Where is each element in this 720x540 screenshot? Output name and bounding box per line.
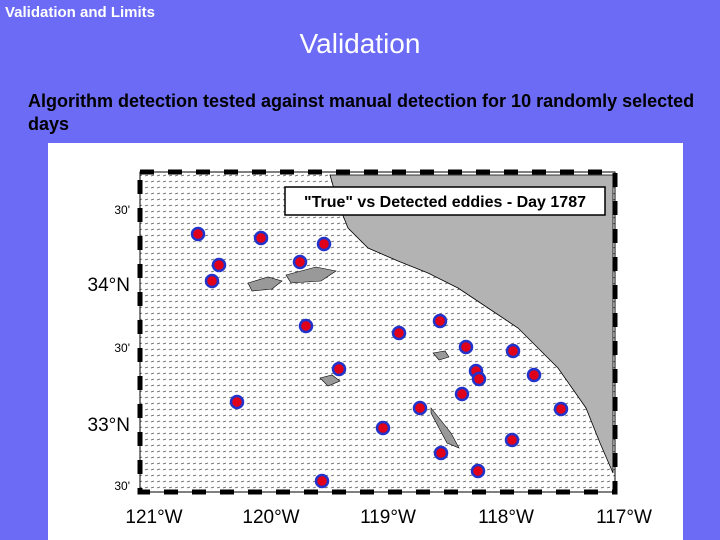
y-tick-label: 30' (114, 479, 130, 493)
eddy-marker (505, 343, 521, 359)
x-tick-label: 117°W (596, 507, 652, 528)
x-tick-label: 118°W (478, 507, 534, 528)
eddy-marker (391, 325, 407, 341)
eddy-marker (298, 318, 314, 334)
eddy-marker (229, 394, 245, 410)
y-tick-label: 33°N (88, 415, 130, 436)
eddy-marker (211, 257, 227, 273)
eddy-marker (253, 230, 269, 246)
eddy-marker (316, 236, 332, 252)
body-text: Algorithm detection tested against manua… (28, 91, 695, 134)
eddy-marker (470, 463, 486, 479)
x-tick-label: 119°W (360, 507, 416, 528)
islands (247, 266, 460, 449)
map-border (139, 171, 616, 493)
eddy-marker (314, 473, 330, 489)
eddy-marker (458, 339, 474, 355)
eddy-marker (433, 445, 449, 461)
header: Validation and Limits (5, 4, 156, 21)
slide-title: Validation (299, 28, 421, 59)
eddy-marker (526, 367, 542, 383)
y-tick-label: 30' (114, 341, 130, 355)
figure: "True" vs Detected eddies - Day 1787 30'… (48, 143, 683, 540)
eddy-marker (454, 386, 470, 402)
map-title: "True" vs Detected eddies - Day 1787 (304, 194, 586, 211)
x-tick-label: 120°W (242, 507, 299, 528)
eddy-marker (553, 401, 569, 417)
land (329, 174, 614, 474)
y-tick-label: 34°N (88, 275, 130, 296)
eddy-marker (432, 313, 448, 329)
eddy-marker (204, 273, 220, 289)
eddy-marker (375, 420, 391, 436)
x-tick-label: 121°W (125, 507, 182, 528)
eddy-marker (292, 254, 308, 270)
eddy-marker (331, 361, 347, 377)
eddy-marker (504, 432, 520, 448)
eddy-marker (471, 371, 487, 387)
y-tick-label: 30' (114, 203, 130, 217)
eddy-marker (190, 226, 206, 242)
map-title-box (284, 186, 606, 216)
eddy-marker (412, 400, 428, 416)
